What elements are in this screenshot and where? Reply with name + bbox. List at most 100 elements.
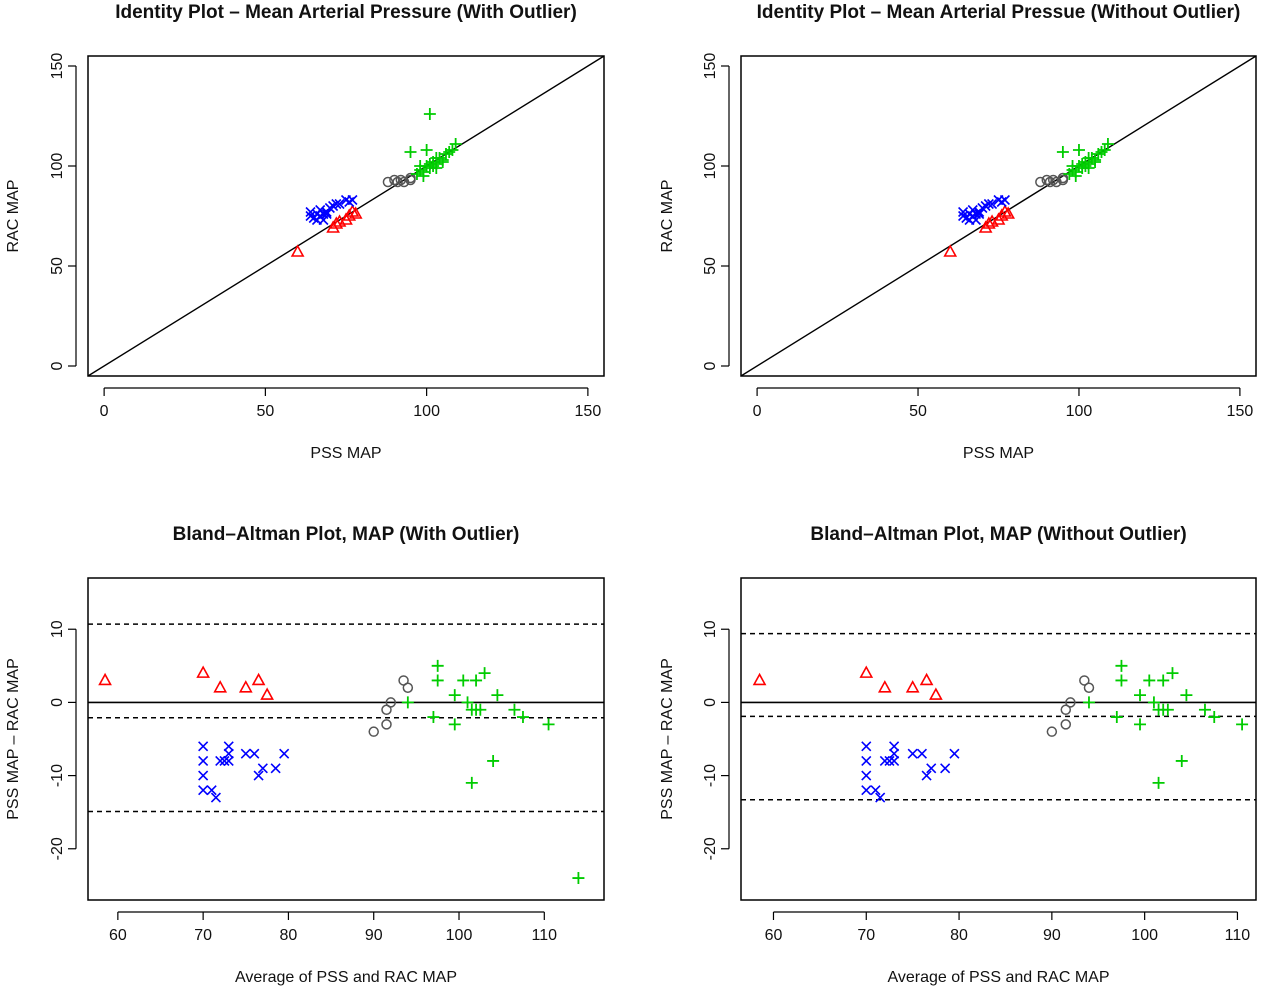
- series-x: [198, 741, 290, 803]
- x-tick-label: 70: [194, 927, 212, 944]
- y-tick-label: 50: [702, 257, 719, 275]
- marker-plus: [491, 689, 504, 702]
- marker-x: [861, 755, 872, 767]
- x-tick-label: 80: [950, 927, 968, 944]
- marker-x: [270, 763, 281, 774]
- marker-triangle: [859, 665, 874, 678]
- marker-x: [889, 741, 900, 752]
- series-circle: [382, 172, 416, 188]
- marker-plus: [461, 696, 474, 709]
- marker-circle: [1083, 682, 1095, 694]
- marker-plus: [404, 146, 417, 158]
- marker-triangle: [981, 216, 996, 229]
- marker-x: [253, 770, 264, 781]
- marker-plus: [1134, 718, 1147, 731]
- marker-plus: [427, 711, 440, 724]
- marker-circle: [1079, 675, 1090, 686]
- marker-plus: [1143, 674, 1156, 687]
- x-tick-label: 150: [575, 403, 602, 420]
- marker-x: [983, 198, 994, 210]
- marker-plus: [1198, 703, 1211, 716]
- series-plus: [401, 659, 585, 885]
- chart-panel-3: Bland–Altman Plot, MAP (With Outlier) 60 7…: [5, 524, 605, 986]
- marker-plus: [430, 158, 443, 170]
- marker-plus: [431, 659, 444, 672]
- marker-triangle: [985, 214, 999, 227]
- marker-x: [347, 194, 358, 206]
- chart-title: Identity Plot – Mean Arterial Pressue (W…: [757, 2, 1241, 23]
- marker-circle: [1060, 719, 1072, 730]
- marker-triangle: [213, 680, 228, 693]
- marker-circle: [368, 726, 379, 737]
- marker-x: [318, 214, 329, 226]
- marker-x: [916, 748, 928, 759]
- marker-x: [958, 206, 969, 218]
- marker-x: [331, 198, 342, 210]
- series-circle: [1046, 675, 1095, 737]
- marker-triangle: [1001, 206, 1016, 219]
- marker-x: [986, 198, 998, 210]
- marker-triangle: [998, 204, 1012, 217]
- marker-plus: [1066, 160, 1079, 172]
- series-triangle: [943, 204, 1016, 257]
- marker-x: [334, 198, 345, 210]
- marker-circle: [1060, 704, 1072, 715]
- marker-plus: [1175, 754, 1188, 767]
- marker-x: [223, 755, 234, 767]
- series-x: [305, 194, 358, 226]
- x-tick-label: 100: [1131, 927, 1158, 944]
- marker-triangle: [329, 216, 344, 229]
- x-tick-label: 60: [109, 927, 127, 944]
- plot-area: [88, 623, 604, 885]
- marker-circle: [381, 719, 392, 730]
- marker-x: [206, 785, 217, 796]
- marker-plus: [431, 674, 444, 687]
- marker-triangle: [919, 672, 934, 686]
- x-tick-label: 70: [857, 927, 875, 944]
- marker-plus: [474, 703, 487, 716]
- x-tick-label: 100: [1066, 403, 1093, 420]
- marker-plus: [457, 674, 470, 687]
- marker-x: [861, 741, 872, 752]
- y-tick-label: 100: [702, 153, 719, 180]
- marker-triangle: [929, 687, 943, 700]
- marker-plus: [423, 108, 436, 120]
- x-tick-label: 100: [446, 927, 473, 944]
- x-axis-label: Average of PSS and RAC MAP: [887, 969, 1109, 986]
- series-x: [958, 194, 1011, 226]
- marker-triangle: [339, 212, 353, 225]
- marker-plus: [1110, 711, 1123, 724]
- x-tick-label: 100: [413, 403, 440, 420]
- x-tick-label: 50: [909, 403, 927, 420]
- y-tick-label: 50: [49, 257, 66, 275]
- marker-plus: [448, 718, 461, 731]
- marker-plus: [1134, 689, 1147, 702]
- marker-plus: [1236, 718, 1249, 731]
- marker-x: [198, 785, 209, 796]
- marker-plus: [1115, 674, 1128, 687]
- marker-plus: [448, 689, 461, 702]
- chart-panel-4: Bland–Altman Plot, MAP (Without Outlier)…: [659, 524, 1257, 986]
- marker-x: [926, 763, 937, 774]
- marker-triangle: [877, 680, 892, 693]
- marker-plus: [516, 711, 529, 724]
- x-tick-label: 0: [753, 403, 762, 420]
- marker-x: [889, 748, 900, 759]
- marker-x: [219, 755, 230, 767]
- marker-plus: [420, 144, 433, 156]
- marker-plus: [1157, 674, 1170, 687]
- marker-triangle: [943, 244, 958, 257]
- x-axis-label: PSS MAP: [310, 445, 381, 462]
- marker-x: [999, 194, 1011, 206]
- series-x: [861, 741, 960, 803]
- marker-x: [249, 748, 260, 759]
- marker-x: [198, 770, 209, 781]
- x-tick-label: 50: [256, 403, 274, 420]
- series-plus: [1056, 138, 1114, 182]
- marker-plus: [478, 667, 491, 680]
- marker-plus: [1101, 138, 1114, 150]
- plot-frame: [740, 55, 1257, 377]
- marker-x: [949, 748, 960, 759]
- marker-plus: [1115, 659, 1128, 672]
- marker-plus: [1072, 144, 1085, 156]
